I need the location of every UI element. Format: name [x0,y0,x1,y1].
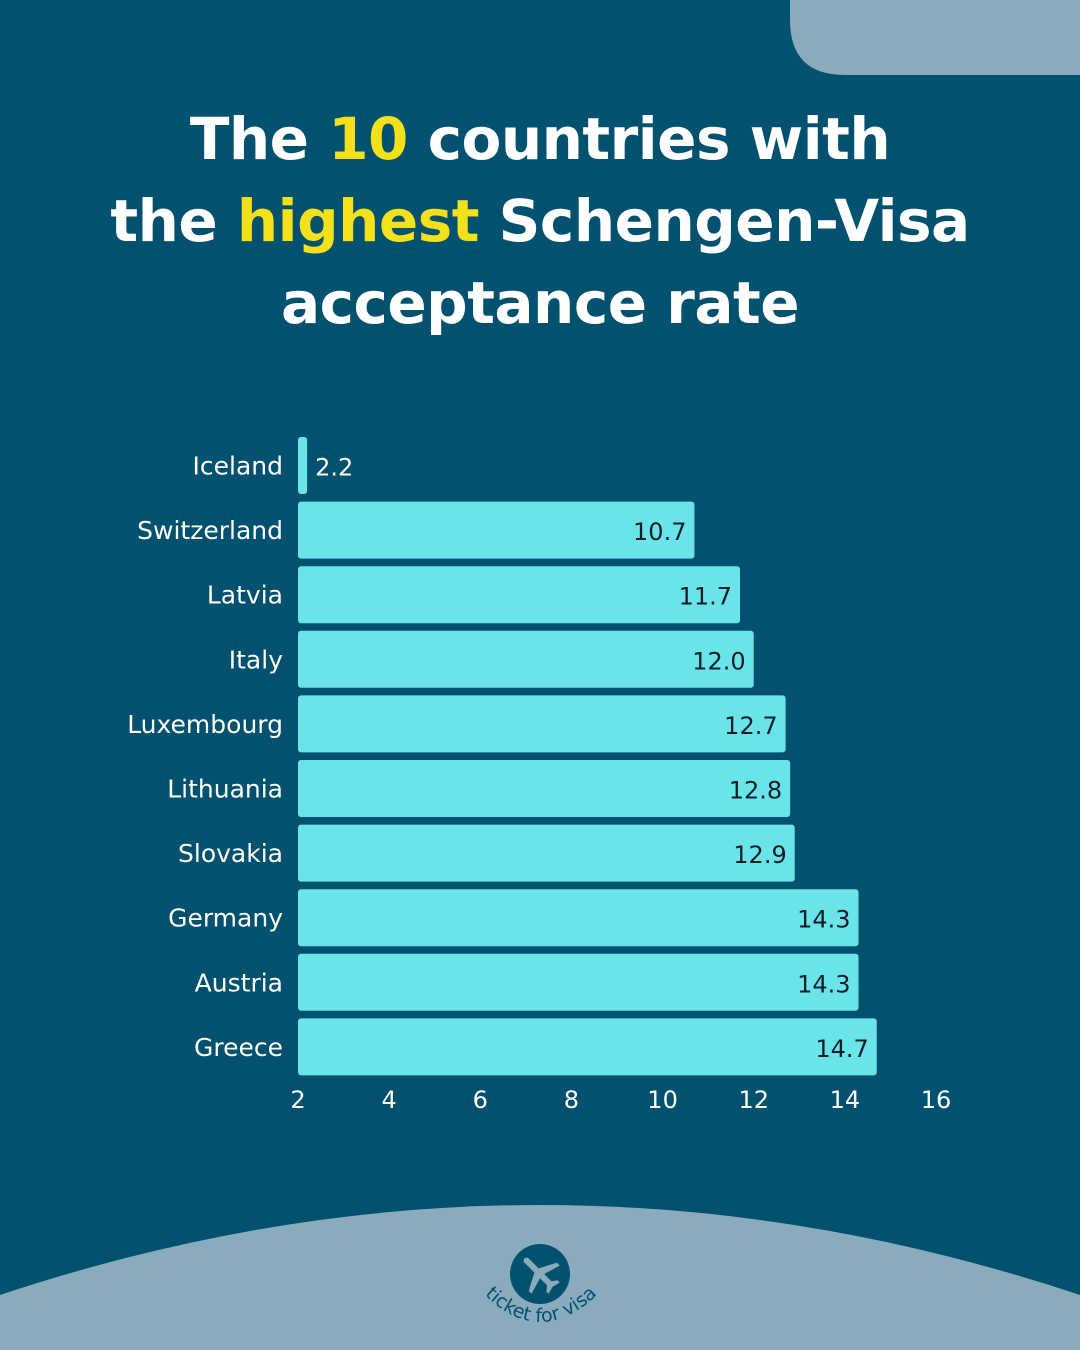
value-label: 12.8 [729,777,782,805]
category-label: Luxembourg [127,710,283,739]
value-label: 12.7 [724,712,777,740]
category-label: Lithuania [167,775,283,804]
category-label: Austria [195,968,283,997]
value-label: 10.7 [633,518,686,546]
value-label: 14.7 [815,1035,868,1063]
value-label: 2.2 [315,454,353,482]
bar-switzerland [298,501,695,559]
x-tick-label: 12 [738,1086,769,1114]
x-tick-label: 14 [830,1086,861,1114]
category-label: Iceland [193,452,283,481]
value-label: 12.9 [733,841,786,869]
logo: ticket for visa [481,1244,601,1327]
bar-austria [298,953,859,1011]
corner-decoration [790,0,1080,75]
page-title: The 10 countries with the highest Scheng… [110,105,970,337]
value-label: 14.3 [797,970,850,998]
x-tick-label: 2 [290,1086,305,1114]
category-label: Latvia [207,581,283,610]
x-tick-label: 8 [564,1086,579,1114]
category-label: Greece [194,1033,283,1062]
category-label: Germany [168,904,283,933]
value-label: 11.7 [679,583,732,611]
bar-luxembourg [298,695,786,753]
bar-slovakia [298,824,795,882]
bar-italy [298,630,754,688]
category-label: Slovakia [178,839,283,868]
x-tick-label: 10 [647,1086,678,1114]
value-label: 12.0 [692,647,745,675]
bar-latvia [298,566,741,624]
category-label: Switzerland [137,516,283,545]
x-tick-label: 4 [382,1086,397,1114]
x-tick-label: 6 [473,1086,488,1114]
category-label: Italy [229,645,283,674]
bar-greece [298,1018,877,1076]
bar-germany [298,889,859,947]
airplane-icon [523,1257,560,1294]
value-label: 14.3 [797,906,850,934]
bar-lithuania [298,760,791,817]
x-tick-label: 16 [921,1086,952,1114]
bar-iceland [298,437,308,494]
